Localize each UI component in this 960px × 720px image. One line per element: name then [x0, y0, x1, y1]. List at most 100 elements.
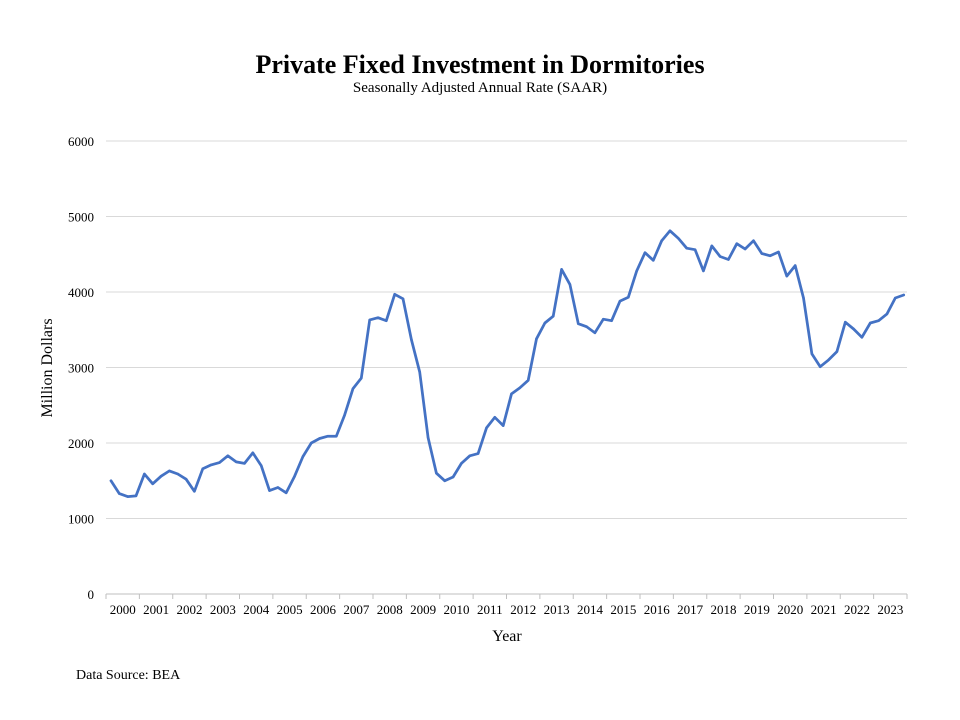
data-point: [218, 461, 221, 464]
x-tick-label: 2007: [343, 602, 370, 617]
x-tick-label: 2020: [777, 602, 803, 617]
data-point: [643, 251, 647, 254]
data-point: [535, 337, 538, 340]
data-point: [885, 312, 889, 316]
data-point: [785, 274, 788, 278]
data-point: [743, 247, 747, 251]
source-note: Data Source: BEA: [76, 668, 181, 683]
data-point: [585, 325, 588, 328]
data-point: [510, 392, 513, 396]
x-tick-label: 2021: [811, 602, 837, 617]
x-axis-title: Year: [492, 628, 522, 645]
x-tick-label: 2008: [377, 602, 403, 617]
data-point: [635, 269, 638, 273]
grid-lines: [106, 140, 907, 519]
x-tick-label: 2001: [143, 602, 169, 617]
x-tick-label: 2015: [610, 602, 636, 617]
x-tick-label: 2018: [710, 602, 736, 617]
data-point: [268, 489, 271, 492]
x-tick-label: 2014: [577, 602, 604, 617]
y-tick-labels: 0 1000 2000 3000 4000 5000 6000: [68, 134, 94, 602]
data-point: [852, 327, 855, 331]
data-point: [752, 239, 755, 242]
data-point: [426, 436, 430, 439]
data-point: [151, 482, 154, 485]
data-point: [243, 462, 246, 465]
data-point: [351, 387, 355, 390]
y-tick-label: 5000: [68, 210, 94, 225]
x-tick-label: 2013: [544, 602, 570, 617]
data-point: [560, 268, 563, 271]
chart-title: Private Fixed Investment in Dormitories: [255, 50, 705, 79]
data-point: [552, 315, 555, 318]
data-point: [109, 479, 113, 482]
x-tick-label: 2019: [744, 602, 770, 617]
y-tick-label: 4000: [68, 285, 94, 300]
data-point: [159, 475, 163, 478]
x-tick-label: 2012: [510, 602, 536, 617]
data-point: [543, 321, 547, 325]
data-point: [285, 491, 288, 494]
y-tick-label: 2000: [68, 436, 94, 451]
data-point: [794, 264, 797, 267]
data-point: [844, 321, 847, 324]
x-tick-label: 2005: [277, 602, 303, 617]
data-point: [668, 229, 672, 232]
data-point: [827, 358, 830, 362]
data-point: [335, 435, 338, 438]
x-tick-label: 2010: [443, 602, 469, 617]
x-tick-label: 2003: [210, 602, 236, 617]
data-point: [410, 338, 413, 341]
data-point: [318, 437, 321, 440]
data-point: [326, 435, 330, 438]
data-point: [301, 455, 305, 458]
data-point: [126, 495, 129, 498]
data-point: [602, 318, 605, 321]
series-group: [109, 229, 906, 498]
data-point: [618, 299, 622, 303]
data-point: [134, 494, 138, 498]
data-point: [693, 248, 697, 251]
data-point: [685, 247, 688, 250]
x-tick-label: 2004: [243, 602, 270, 617]
data-point: [310, 441, 313, 445]
data-point: [476, 452, 480, 455]
data-point: [518, 386, 521, 390]
data-point: [894, 296, 897, 300]
data-point: [677, 237, 680, 240]
series-line: [109, 229, 906, 498]
data-point: [376, 316, 380, 319]
data-point: [393, 293, 396, 296]
y-tick-label: 3000: [68, 361, 94, 376]
data-point: [251, 451, 254, 454]
data-point: [143, 472, 146, 476]
data-point: [293, 475, 296, 478]
x-axis: [105, 593, 908, 599]
data-point: [769, 254, 772, 257]
data-point: [819, 365, 822, 368]
data-point: [418, 370, 421, 374]
data-point: [168, 469, 171, 473]
data-point: [485, 426, 488, 430]
data-point: [735, 242, 738, 245]
data-point: [860, 336, 864, 339]
data-point: [527, 379, 530, 382]
y-tick-label: 1000: [68, 512, 94, 527]
data-point: [627, 296, 630, 299]
y-tick-label: 6000: [68, 134, 94, 149]
chart-subtitle: Seasonally Adjusted Annual Rate (SAAR): [352, 80, 608, 96]
data-point: [226, 454, 229, 457]
x-tick-label: 2002: [176, 602, 202, 617]
data-point: [401, 297, 405, 300]
data-point: [718, 255, 722, 258]
data-point: [902, 293, 905, 297]
data-point: [235, 460, 238, 464]
data-point: [184, 478, 188, 481]
data-point: [209, 463, 213, 467]
data-point: [610, 319, 613, 322]
data-point: [276, 486, 280, 489]
x-tick-label: 2009: [410, 602, 436, 617]
x-tick-label: 2000: [110, 602, 136, 617]
data-point: [810, 352, 814, 356]
data-point: [385, 319, 388, 322]
